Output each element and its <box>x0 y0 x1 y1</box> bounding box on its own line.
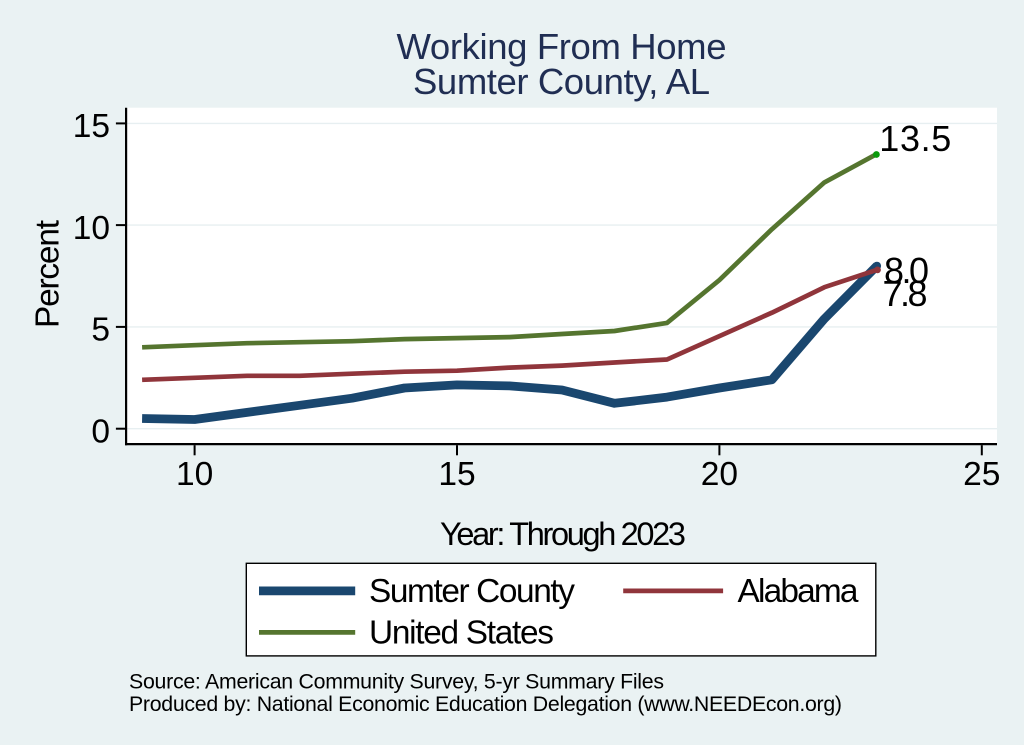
svg-text:20: 20 <box>701 456 738 493</box>
svg-text:Source: American Community Sur: Source: American Community Survey, 5-yr … <box>129 670 664 694</box>
svg-text:Year: Through 2023: Year: Through 2023 <box>440 516 686 552</box>
svg-text:Sumter County, AL: Sumter County, AL <box>413 61 710 102</box>
svg-text:10: 10 <box>176 456 213 493</box>
svg-text:15: 15 <box>438 456 475 493</box>
svg-text:Alabama: Alabama <box>738 573 859 610</box>
svg-text:13.5: 13.5 <box>879 118 951 159</box>
svg-text:0: 0 <box>91 414 110 451</box>
svg-text:Working From Home: Working From Home <box>397 26 727 67</box>
svg-text:5: 5 <box>91 312 110 349</box>
svg-text:United States: United States <box>369 615 554 652</box>
svg-text:Produced by: National Economic: Produced by: National Economic Education… <box>129 692 842 716</box>
svg-text:8.0: 8.0 <box>884 250 929 291</box>
svg-text:25: 25 <box>963 456 1000 493</box>
svg-text:15: 15 <box>73 108 110 145</box>
svg-text:Percent: Percent <box>30 219 67 328</box>
svg-text:10: 10 <box>73 210 110 247</box>
svg-text:Sumter County: Sumter County <box>369 573 575 610</box>
svg-text:7.8: 7.8 <box>883 273 928 314</box>
